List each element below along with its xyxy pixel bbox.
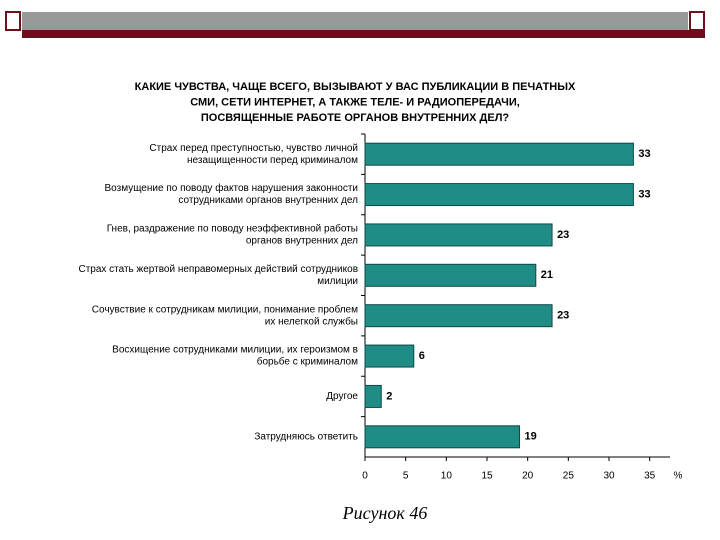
chart-title: СМИ, СЕТИ ИНТЕРНЕТ, А ТАКЖЕ ТЕЛЕ- И РАДИ…: [190, 96, 520, 108]
x-tick-label: 30: [603, 471, 615, 482]
category-label: их нелегкой службы: [265, 315, 358, 327]
value-label: 2: [386, 390, 392, 402]
header-bar: [22, 12, 688, 30]
bar: [364, 384, 382, 408]
category-label: борьбе с криминалом: [257, 356, 358, 368]
x-tick-label: 20: [522, 471, 534, 482]
value-label: 33: [638, 148, 650, 160]
x-tick-label: 0: [362, 471, 368, 482]
x-tick-label: 10: [441, 471, 453, 482]
chart-title: КАКИЕ ЧУВСТВА, ЧАЩЕ ВСЕГО, ВЫЗЫВАЮТ У ВА…: [135, 81, 576, 93]
category-label: Сочувствие к сотрудникам милиции, понима…: [92, 303, 358, 315]
x-unit: %: [674, 471, 683, 482]
value-label: 23: [557, 229, 569, 241]
bar: [364, 142, 634, 166]
category-label: Затрудняюсь ответить: [254, 431, 358, 442]
x-tick-label: 5: [403, 471, 409, 482]
category-label: Восхищение сотрудниками милиции, их геро…: [112, 345, 358, 356]
value-label: 6: [419, 350, 425, 362]
bar: [364, 304, 553, 328]
caption: Рисунок 46: [342, 503, 428, 523]
header-line: [22, 30, 705, 38]
header-square: [5, 11, 21, 31]
category-label: Страх стать жертвой неправомерных действ…: [78, 264, 358, 275]
x-tick-label: 25: [563, 471, 575, 482]
value-label: 19: [525, 431, 537, 443]
category-label: Другое: [326, 391, 358, 402]
category-label: милиции: [317, 276, 358, 287]
header-square: [689, 11, 705, 31]
bar: [364, 425, 521, 449]
category-label: Гнев, раздражение по поводу неэффективно…: [107, 223, 358, 235]
x-tick-label: 15: [481, 471, 493, 482]
value-label: 21: [541, 269, 553, 281]
bar: [364, 183, 634, 207]
category-label: органов внутренних дел: [246, 236, 358, 247]
category-label: Возмущение по поводу фактов нарушения за…: [105, 182, 359, 194]
bar: [364, 223, 553, 247]
value-label: 33: [638, 188, 650, 200]
x-tick-label: 35: [644, 471, 656, 482]
category-label: незащищенности перед криминалом: [187, 155, 358, 166]
category-label: сотрудниками органов внутренних дел: [178, 195, 358, 206]
chart-title: ПОСВЯЩЕННЫЕ РАБОТЕ ОРГАНОВ ВНУТРЕННИХ ДЕ…: [201, 112, 510, 124]
bar: [364, 344, 415, 368]
value-label: 23: [557, 310, 569, 322]
bar: [364, 263, 537, 287]
category-label: Страх перед преступностью, чувство лично…: [149, 143, 358, 154]
